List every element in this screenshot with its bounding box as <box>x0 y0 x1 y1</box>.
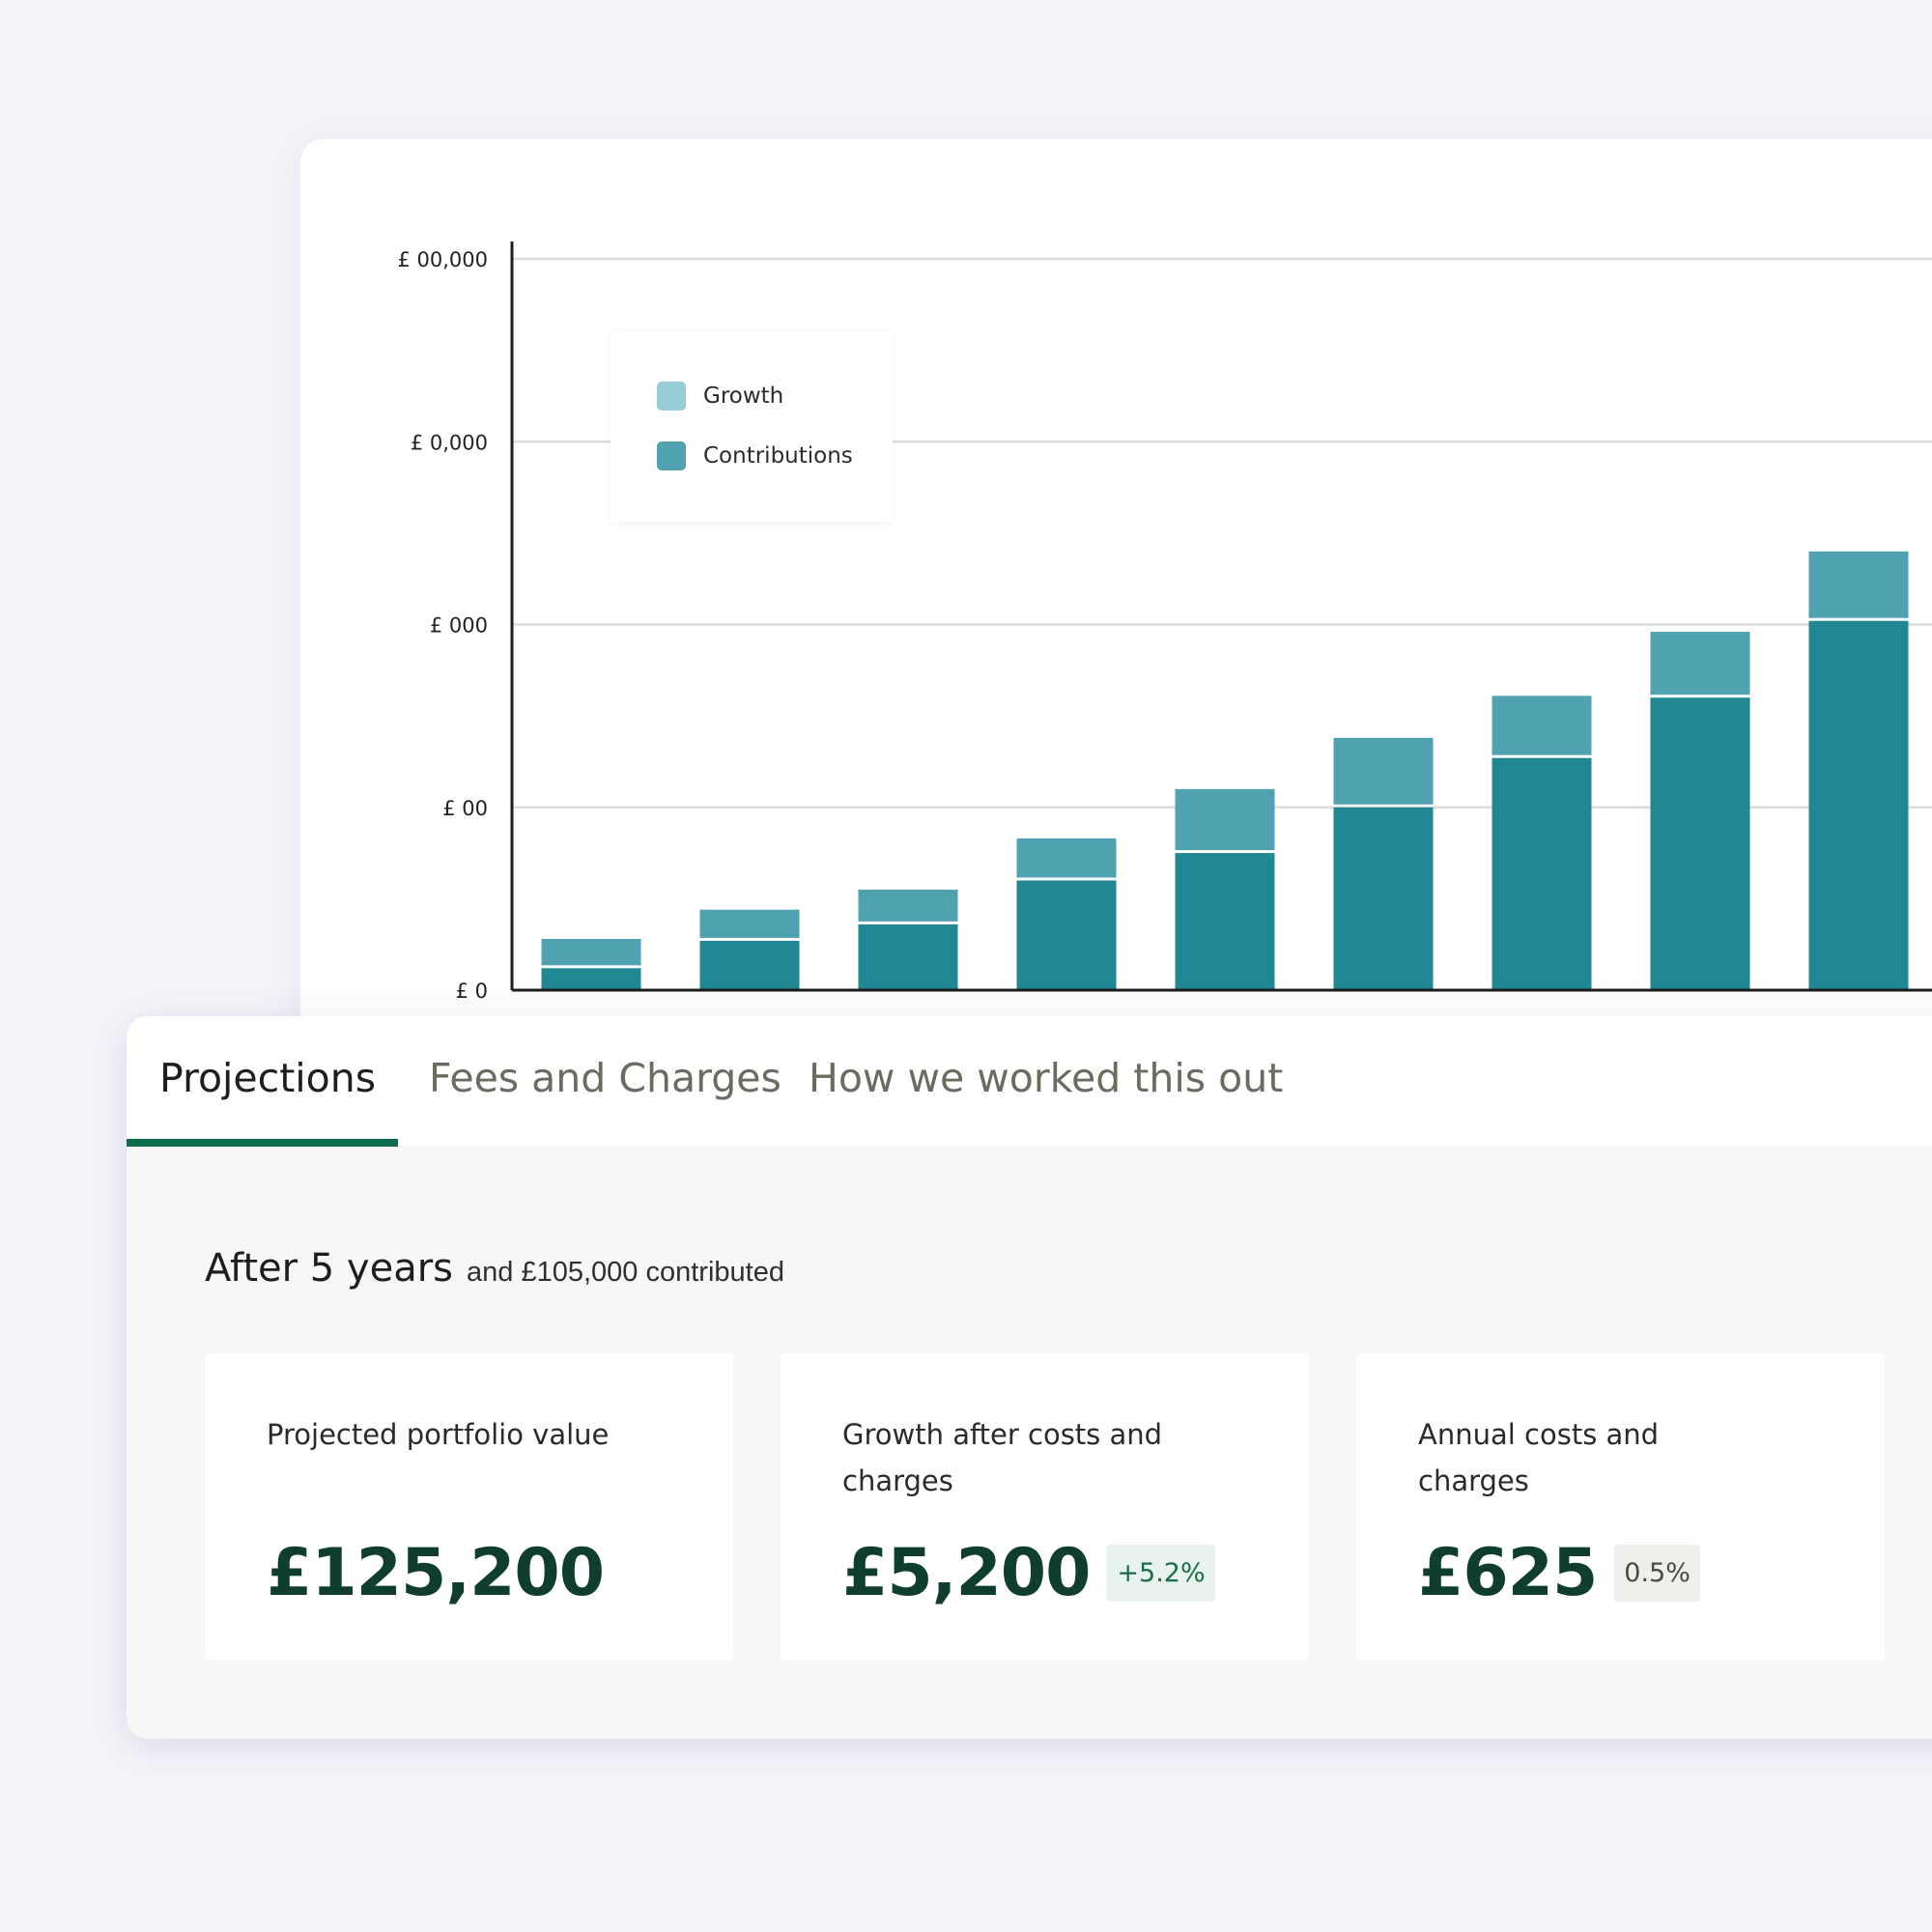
bars <box>541 551 1909 990</box>
y-tick-label: £ 0 <box>456 980 488 1003</box>
chart-legend: Growth Contributions <box>611 332 893 522</box>
stat-label: Growth after costs and charges <box>842 1418 1163 1497</box>
active-tab-indicator <box>127 1139 398 1147</box>
bar-contributions <box>858 923 958 990</box>
bar-growth <box>1175 788 1275 851</box>
stat-row: £625 0.5% <box>1418 1535 1700 1611</box>
tab-fees-and-charges[interactable]: Fees and Charges <box>429 1055 781 1101</box>
stat-value: £125,200 <box>267 1535 605 1611</box>
y-tick-labels: £ 0 £ 00 £ 000 £ 0,000 £ 00,000 <box>397 248 488 1003</box>
bar-growth <box>1016 838 1117 878</box>
bar-contributions <box>1333 807 1434 990</box>
bar-contributions <box>1650 697 1750 990</box>
y-tick-label: £ 0,000 <box>411 431 488 454</box>
stat-value: £5,200 <box>842 1535 1091 1611</box>
stat-label: Projected portfolio value <box>267 1418 610 1451</box>
bar-contributions <box>1016 880 1117 990</box>
tab-how-we-worked-this-out[interactable]: How we worked this out <box>809 1055 1284 1101</box>
cost-percent-badge: 0.5% <box>1614 1545 1700 1602</box>
stat-card-annual-costs: Annual costs and charges £625 0.5% <box>1356 1353 1885 1661</box>
bar-chart: £ 0 £ 00 £ 000 £ 0,000 £ 00,000 <box>397 242 1932 1003</box>
summary-subline: and £105,000 contributed <box>467 1257 784 1288</box>
bar-growth <box>1650 632 1750 696</box>
stat-card-portfolio-value: Projected portfolio value £125,200 <box>205 1353 733 1661</box>
legend-label-contributions: Contributions <box>703 443 853 469</box>
bar-growth <box>541 939 641 966</box>
tab-projections[interactable]: Projections <box>159 1055 377 1101</box>
legend-item-contributions: Contributions <box>657 440 853 471</box>
stat-card-growth: Growth after costs and charges £5,200 +5… <box>781 1353 1309 1661</box>
stat-value: £625 <box>1418 1535 1598 1611</box>
legend-item-growth: Growth <box>657 381 783 412</box>
bar-growth <box>699 909 800 938</box>
legend-swatch-contributions <box>657 441 686 470</box>
bar-contributions <box>1175 853 1275 990</box>
bar-growth <box>1333 737 1434 805</box>
bar-contributions <box>1492 757 1592 990</box>
stat-row: £5,200 +5.2% <box>842 1535 1215 1611</box>
legend-swatch-growth <box>657 382 686 411</box>
y-tick-label: £ 00 <box>442 797 488 820</box>
summary-heading: After 5 years and £105,000 contributed <box>205 1246 784 1291</box>
stat-row: £125,200 <box>267 1535 605 1611</box>
bar-growth <box>1808 551 1909 618</box>
legend-label-growth: Growth <box>703 384 784 409</box>
results-panel: Projections Fees and Charges How we work… <box>127 1016 1932 1739</box>
axes <box>510 242 1932 992</box>
tab-bar: Projections Fees and Charges How we work… <box>127 1016 1932 1147</box>
growth-percent-badge: +5.2% <box>1107 1545 1215 1602</box>
bar-contributions <box>1808 620 1909 990</box>
y-tick-label: £ 000 <box>430 614 488 638</box>
stat-label: Annual costs and charges <box>1418 1418 1660 1497</box>
y-tick-label: £ 00,000 <box>397 248 488 271</box>
summary-headline: After 5 years <box>205 1246 454 1291</box>
bar-growth <box>858 889 958 922</box>
bar-growth <box>1492 696 1592 755</box>
bar-contributions <box>699 940 800 990</box>
bar-contributions <box>541 968 641 990</box>
